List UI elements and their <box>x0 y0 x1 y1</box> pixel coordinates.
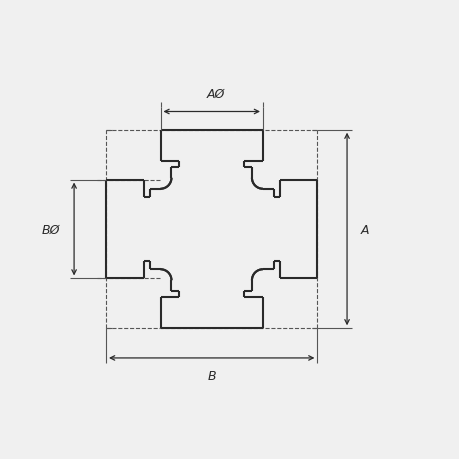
Text: BØ: BØ <box>42 223 60 236</box>
Text: AØ: AØ <box>207 88 225 101</box>
Text: B: B <box>207 369 216 382</box>
Text: A: A <box>360 223 369 236</box>
